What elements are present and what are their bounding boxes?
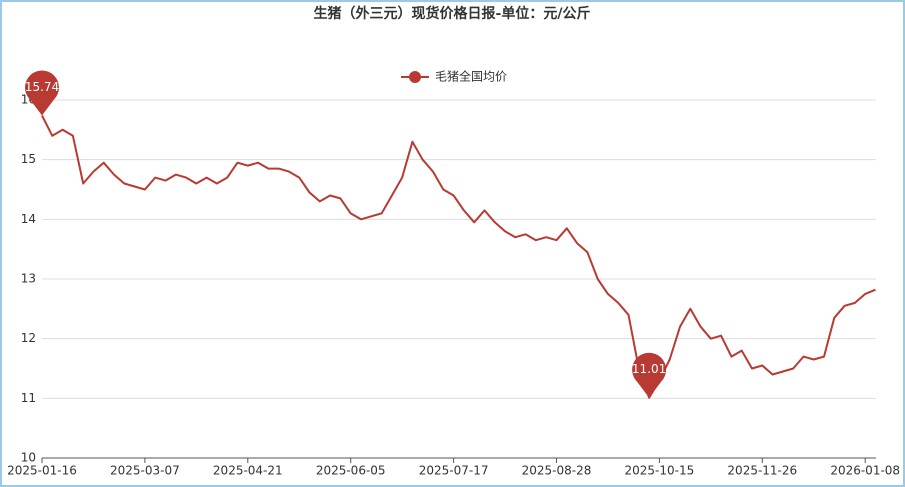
x-tick-label: 2025-07-17 (419, 464, 489, 478)
y-tick-label: 11 (21, 391, 36, 405)
legend-marker (409, 71, 421, 83)
pin-marker (25, 70, 60, 116)
x-tick-label: 2025-08-28 (522, 464, 592, 478)
x-tick-label: 2026-01-08 (830, 464, 900, 478)
legend-label: 毛猪全国均价 (435, 69, 507, 84)
pin-label: 11.01 (632, 362, 666, 376)
chart-title: 生猪（外三元）现货价格日报-单位：元/公斤 (314, 5, 591, 22)
y-tick-label: 14 (21, 212, 36, 226)
y-tick-label: 15 (21, 152, 36, 166)
y-tick-label: 10 (21, 451, 36, 465)
x-tick-label: 2025-10-15 (625, 464, 695, 478)
x-tick-label: 2025-06-05 (316, 464, 386, 478)
pin-label: 15.74 (25, 80, 59, 94)
x-tick-label: 2025-01-16 (7, 464, 77, 478)
y-tick-label: 12 (21, 331, 36, 345)
y-tick-label: 13 (21, 272, 36, 286)
series-line (41, 115, 876, 399)
x-tick-label: 2025-04-21 (213, 464, 283, 478)
x-tick-label: 2025-03-07 (110, 464, 180, 478)
pin-marker (632, 352, 667, 398)
x-tick-label: 2025-11-26 (727, 464, 797, 478)
